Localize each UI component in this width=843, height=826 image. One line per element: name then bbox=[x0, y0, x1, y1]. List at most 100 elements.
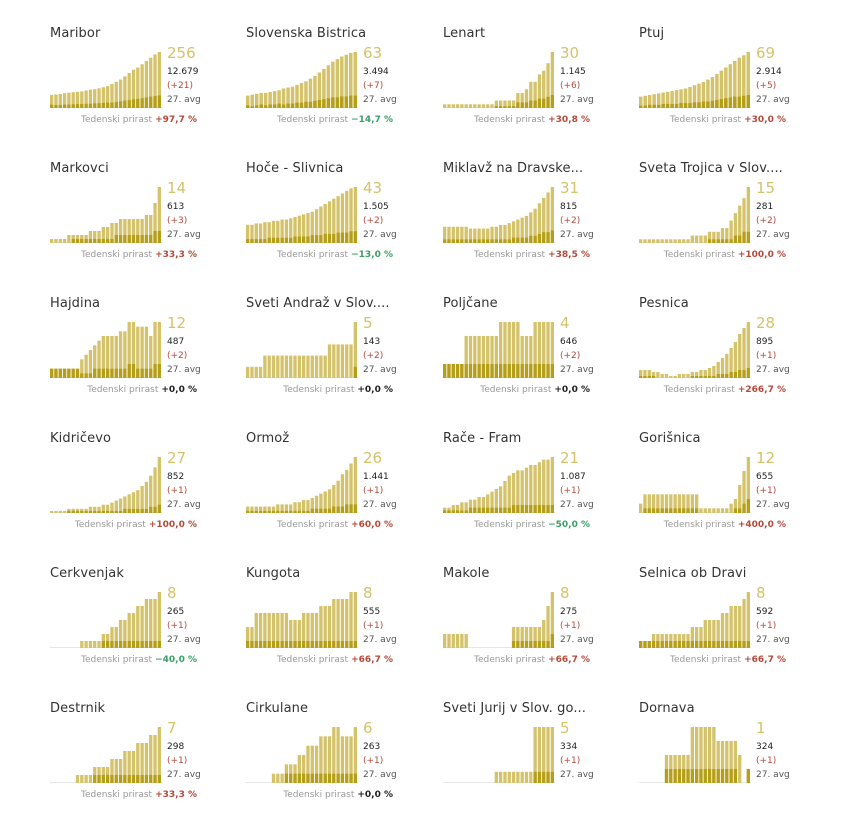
daily-bar bbox=[97, 368, 101, 378]
avg-bar bbox=[267, 355, 271, 378]
daily-bar bbox=[268, 104, 272, 108]
daily-bar bbox=[647, 376, 651, 378]
total-cases: 592 bbox=[756, 607, 774, 617]
daily-bar bbox=[703, 641, 707, 648]
avg-bar bbox=[84, 775, 88, 783]
daily-bar bbox=[490, 239, 494, 243]
daily-bar bbox=[550, 364, 554, 378]
avg-bar bbox=[686, 374, 690, 378]
daily-bar bbox=[546, 364, 550, 378]
avg-bar bbox=[97, 641, 101, 648]
daily-bar bbox=[490, 364, 494, 378]
daily-bar bbox=[88, 239, 93, 243]
weekly-growth-label: Tedenski prirast bbox=[670, 655, 742, 665]
avg-bar bbox=[503, 481, 507, 513]
bar-chart-svg bbox=[639, 592, 751, 648]
daily-bar bbox=[720, 641, 725, 648]
daily-bar bbox=[118, 235, 123, 243]
weekly-growth: Tedenski prirast +30,0 % bbox=[639, 115, 786, 125]
daily-bar bbox=[114, 235, 118, 243]
daily-bar bbox=[106, 775, 110, 783]
daily-bar bbox=[507, 507, 511, 513]
weekly-growth: Tedenski prirast +66,7 % bbox=[246, 655, 393, 665]
daily-bar bbox=[144, 235, 149, 243]
avg-bar bbox=[656, 372, 660, 378]
daily-bar bbox=[345, 232, 349, 243]
daily-bar bbox=[319, 773, 323, 783]
daily-bar bbox=[533, 771, 537, 783]
daily-bar bbox=[473, 239, 477, 243]
current-cases-number: 5 bbox=[560, 719, 570, 737]
daily-bar bbox=[647, 104, 652, 108]
daily-bar bbox=[537, 98, 542, 108]
daily-bar bbox=[304, 101, 308, 108]
avg-bar bbox=[660, 239, 664, 243]
avg-bar bbox=[84, 354, 88, 378]
daily-bar bbox=[647, 641, 651, 648]
municipality-card: Ormož 26 1.441 (+1) 27. avg Tedenski prirast +… bbox=[246, 431, 436, 556]
daily-bar bbox=[314, 235, 319, 243]
avg-bar bbox=[686, 239, 690, 243]
daily-bar bbox=[110, 775, 114, 783]
avg-bar bbox=[524, 467, 529, 513]
daily-bar bbox=[101, 775, 105, 783]
avg-bar bbox=[110, 502, 114, 513]
weekly-growth: Tedenski prirast +0,0 % bbox=[246, 385, 393, 395]
daily-bar bbox=[639, 376, 643, 378]
daily-bar bbox=[490, 507, 494, 513]
avg-bar bbox=[250, 627, 254, 648]
avg-bar bbox=[651, 372, 656, 378]
avg-bar bbox=[746, 592, 750, 648]
daily-bar bbox=[110, 239, 114, 243]
avg-bar bbox=[656, 494, 660, 513]
avg-bar bbox=[647, 95, 652, 108]
avg-bar bbox=[101, 227, 105, 243]
daily-bar bbox=[293, 510, 297, 513]
avg-bar bbox=[511, 221, 516, 243]
avg-bar bbox=[280, 613, 284, 648]
avg-bar bbox=[280, 219, 284, 243]
avg-bar bbox=[153, 203, 157, 243]
avg-bar bbox=[669, 494, 673, 513]
bar-chart-svg bbox=[246, 592, 358, 648]
municipality-card: Hoče - Slivnica 43 1.505 (+2) 27. avg Tedensk… bbox=[246, 161, 436, 286]
avg-bar bbox=[84, 90, 88, 108]
weekly-growth-label: Tedenski prirast bbox=[277, 520, 349, 530]
avg-bar bbox=[656, 93, 661, 108]
daily-bar bbox=[715, 99, 719, 108]
daily-bar bbox=[542, 98, 546, 108]
avg-bar bbox=[679, 89, 683, 108]
avg-bar bbox=[550, 457, 554, 513]
daily-bar bbox=[336, 641, 340, 648]
current-cases-number: 8 bbox=[756, 584, 766, 602]
avg-bar bbox=[149, 599, 153, 648]
daily-bar bbox=[550, 505, 554, 513]
bar-chart bbox=[246, 590, 358, 648]
weekly-growth-value: +100,0 % bbox=[737, 250, 786, 260]
avg-bar bbox=[697, 83, 701, 108]
municipality-name: Kidričevo bbox=[50, 431, 112, 446]
daily-bar bbox=[140, 641, 144, 648]
daily-bar bbox=[679, 103, 683, 108]
daily-bar bbox=[651, 641, 656, 648]
daily-bar bbox=[542, 364, 546, 378]
daily-bar bbox=[464, 364, 468, 378]
daily-bar bbox=[149, 368, 153, 378]
bar-chart-svg bbox=[50, 187, 162, 243]
avg-bar bbox=[550, 187, 554, 243]
avg-bar bbox=[529, 336, 533, 378]
daily-bar bbox=[310, 773, 314, 783]
avg-bar bbox=[516, 771, 520, 783]
avg-bar bbox=[302, 755, 306, 783]
avg-bar bbox=[353, 592, 357, 648]
avg-bar bbox=[349, 52, 353, 108]
avg-bar bbox=[511, 322, 516, 378]
daily-delta: (+1) bbox=[167, 621, 188, 631]
daily-bar bbox=[75, 239, 80, 243]
avg-bar bbox=[127, 322, 131, 378]
avg-bar bbox=[550, 52, 554, 108]
daily-bar bbox=[443, 239, 447, 243]
bar-chart bbox=[443, 590, 555, 648]
avg-bar bbox=[712, 366, 716, 378]
total-cases: 895 bbox=[756, 337, 774, 347]
